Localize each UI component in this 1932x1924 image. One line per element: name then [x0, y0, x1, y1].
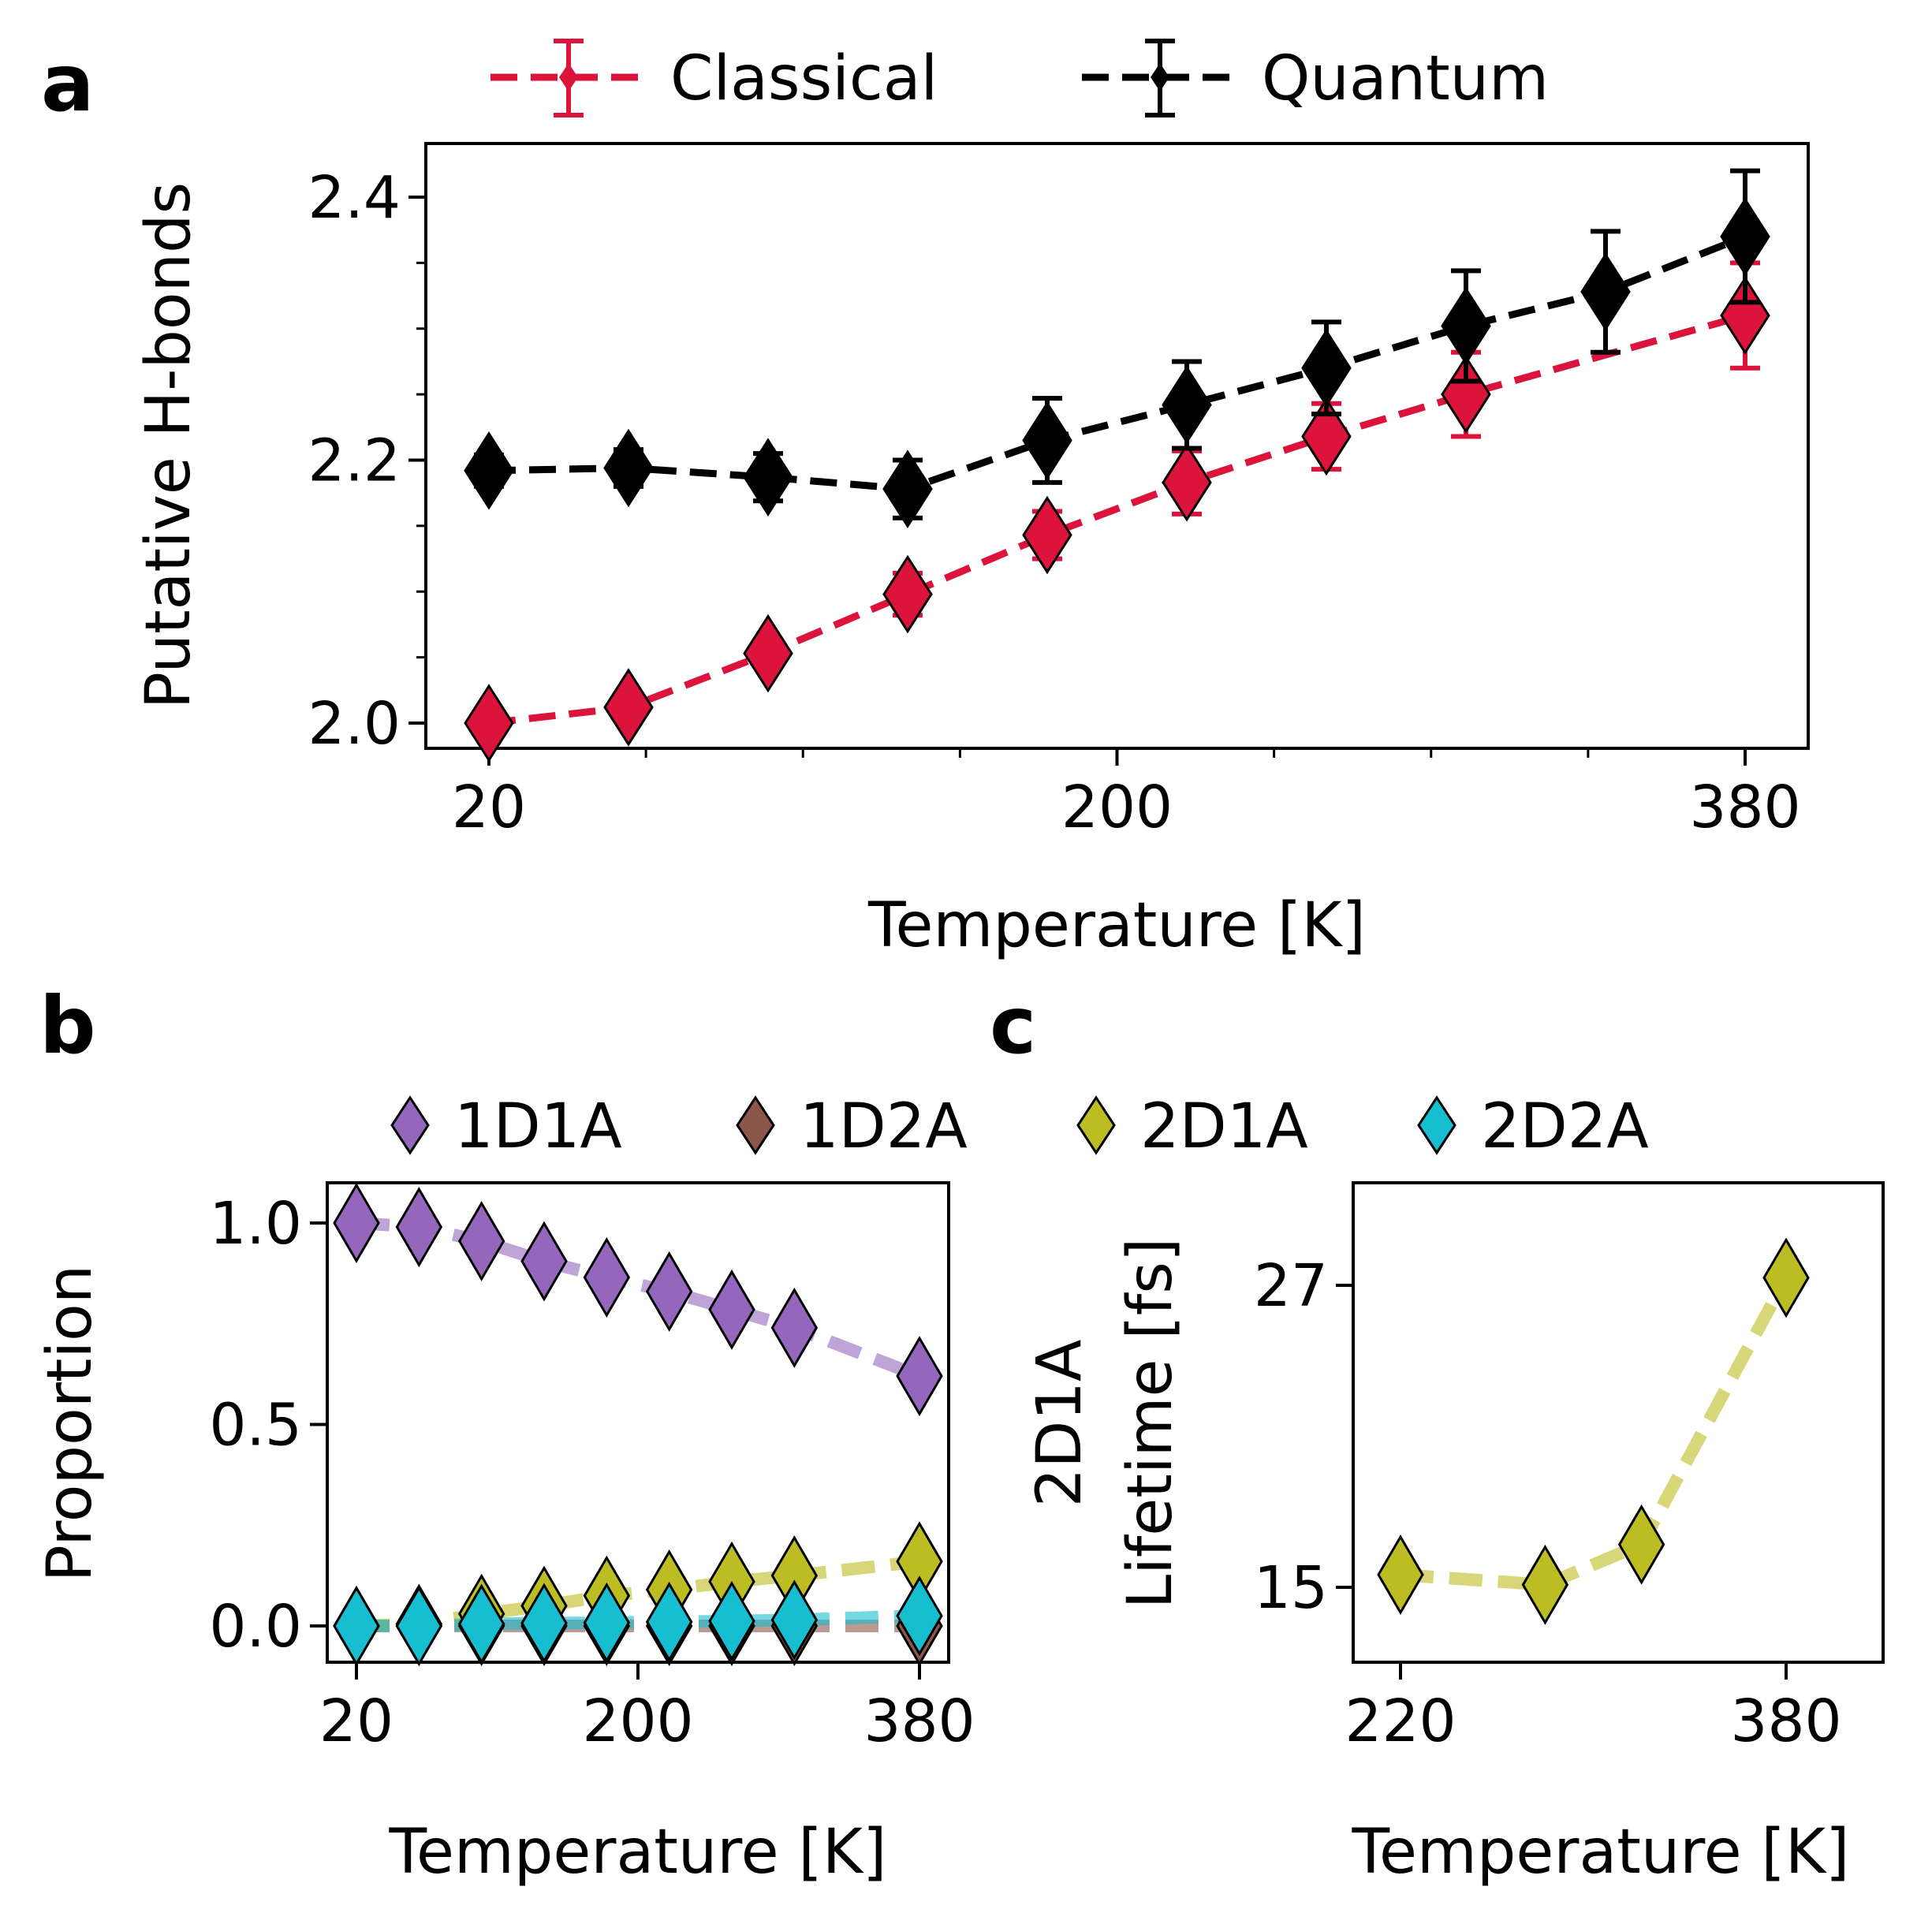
data-point-quantum	[743, 438, 793, 516]
data-point-quantum	[1162, 365, 1212, 445]
legend-marker	[390, 1095, 430, 1155]
legend-marker	[1076, 1095, 1116, 1155]
data-point-quantum	[1720, 197, 1770, 276]
x-tick-label: 220	[1345, 1687, 1456, 1755]
legend-marker	[559, 63, 578, 91]
y-tick-label: 2.0	[308, 690, 401, 758]
y-tick-label: 2.4	[308, 164, 401, 232]
panel-c-lifetime-chart: 220 380 15 27 Temperature [K] 2D1A Lifetime [f…	[1024, 1181, 1885, 1888]
series-line-1d1a	[356, 1217, 922, 1382]
data-point-classical	[1022, 495, 1072, 575]
data-point-classical	[882, 554, 933, 634]
legend-marker	[1417, 1095, 1456, 1155]
x-tick-label: 380	[1689, 774, 1800, 841]
data-point-2d1a	[1521, 1544, 1569, 1625]
y-tick-label: 1.0	[209, 1190, 302, 1258]
data-point-1d1a	[333, 1183, 380, 1263]
data-point-quantum	[882, 449, 933, 528]
data-point-classical	[464, 684, 514, 763]
panel-label-b: b	[39, 979, 96, 1072]
data-point-2d2a	[896, 1575, 943, 1657]
panel-a-hbonds-chart: 20 200 380 2.0 2.2 2.4 Temperature [K] Putative…	[133, 39, 1810, 961]
series-line-classical	[488, 311, 1747, 727]
data-point-classical	[743, 613, 793, 693]
y-axis-title-line2: Lifetime [fs]	[1115, 1238, 1186, 1609]
data-point-1d1a	[896, 1336, 943, 1417]
data-point-2d1a	[1377, 1534, 1424, 1616]
data-point-2d2a	[520, 1583, 568, 1664]
series-line-quantum	[488, 233, 1747, 493]
data-point-quantum	[1022, 401, 1072, 480]
data-point-quantum	[1580, 252, 1631, 331]
x-axis-title: Temperature [K]	[1352, 1817, 1850, 1888]
y-tick-label: 2.2	[308, 427, 401, 495]
data-point-1d1a	[583, 1237, 631, 1318]
x-tick-label: 20	[319, 1687, 393, 1755]
series-line-2d1a	[1400, 1274, 1792, 1591]
data-point-1d1a	[770, 1287, 819, 1368]
legend-label: 2D2A	[1481, 1091, 1649, 1162]
data-point-1d1a	[520, 1221, 568, 1302]
series-line-2d1a	[356, 1555, 920, 1632]
data-point-2d2a	[395, 1586, 443, 1666]
data-point-quantum	[464, 431, 514, 510]
data-point-quantum	[1441, 286, 1491, 366]
y-axis-title: Proportion	[35, 1265, 106, 1582]
x-tick-label: 20	[452, 774, 526, 841]
data-point-2d1a	[1762, 1237, 1810, 1318]
y-tick-label: 27	[1254, 1252, 1328, 1320]
panel-label-c: c	[990, 979, 1036, 1072]
data-point-1d1a	[708, 1269, 755, 1350]
legend-label: 1D1A	[454, 1091, 622, 1162]
x-tick-label: 380	[863, 1687, 975, 1755]
x-tick-label: 200	[1061, 774, 1173, 841]
data-point-2d2a	[457, 1583, 505, 1665]
data-point-classical	[603, 668, 654, 747]
x-axis-title: Temperature [K]	[867, 890, 1366, 961]
data-point-classical	[1441, 355, 1491, 434]
data-point-classical	[1720, 276, 1770, 355]
y-tick-label: 15	[1254, 1554, 1328, 1622]
y-tick-label: 0.5	[209, 1392, 302, 1460]
y-axis-title: Putative H-bonds	[133, 182, 204, 709]
legend-label: 1D2A	[800, 1091, 968, 1162]
panel-b-proportion-chart: 20 200 380 0.0 0.5 1.0 Temperature [K] Proporti…	[35, 1091, 1649, 1888]
data-point-1d1a	[645, 1251, 693, 1332]
legend-marker	[1151, 63, 1169, 91]
data-point-quantum	[1301, 328, 1352, 408]
legend-marker	[736, 1095, 775, 1155]
data-point-classical	[1162, 443, 1212, 522]
data-point-2d2a	[708, 1580, 755, 1661]
data-point-classical	[1301, 397, 1352, 476]
data-point-1d1a	[457, 1201, 505, 1281]
x-tick-label: 380	[1730, 1687, 1841, 1755]
y-tick-label: 0.0	[209, 1593, 302, 1661]
data-point-2d2a	[645, 1581, 693, 1662]
x-axis-title: Temperature [K]	[389, 1817, 887, 1888]
data-point-2d1a	[1617, 1504, 1665, 1585]
legend-label: Quantum	[1262, 43, 1549, 114]
y-axis-title-line1: 2D1A	[1024, 1340, 1095, 1508]
x-tick-label: 200	[582, 1687, 693, 1755]
legend-label: 2D1A	[1140, 1091, 1308, 1162]
data-point-2d2a	[333, 1586, 380, 1666]
data-point-2d2a	[770, 1579, 819, 1661]
data-point-2d2a	[583, 1582, 631, 1663]
plot-frame	[1352, 1181, 1885, 1664]
legend-label: Classical	[670, 43, 938, 114]
data-point-quantum	[603, 428, 654, 508]
panel-label-a: a	[41, 37, 94, 129]
data-point-1d1a	[395, 1187, 443, 1268]
